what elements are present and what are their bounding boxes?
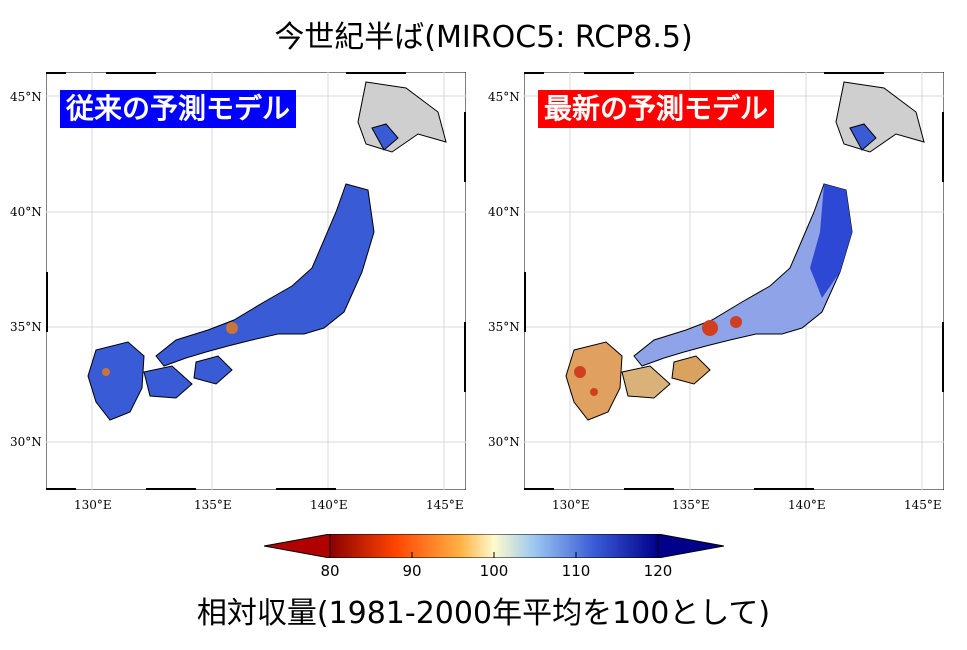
figure-title: 今世紀半ば(MIROC5: RCP8.5) [274, 20, 693, 55]
map-latest [524, 72, 944, 490]
colorbar-tick-110: 110 [561, 562, 591, 580]
lat-label-35n-left: 35°N [10, 320, 42, 334]
panel-label-conventional: 従来の予測モデル [60, 90, 297, 128]
lat-label-45n-right: 45°N [488, 90, 520, 104]
lon-label-140e-right: 140°E [788, 498, 826, 512]
lon-label-135e-right: 135°E [672, 498, 710, 512]
lon-label-130e-right: 130°E [552, 498, 590, 512]
lat-label-45n-left: 45°N [10, 90, 42, 104]
map-conventional [46, 72, 466, 490]
colorbar-high-triangle [657, 534, 724, 558]
lat-label-40n-left: 40°N [10, 205, 42, 219]
lat-label-30n-right: 30°N [488, 435, 520, 449]
map-panel-latest: 最新の予測モデル [524, 72, 944, 490]
lat-label-40n-right: 40°N [488, 205, 520, 219]
lat-label-30n-left: 30°N [10, 435, 42, 449]
lon-label-135e-left: 135°E [194, 498, 232, 512]
lon-label-145e-left: 145°E [426, 498, 464, 512]
colorbar-tick-90: 90 [402, 562, 422, 580]
lat-label-35n-right: 35°N [488, 320, 520, 334]
colorbar-tick-80: 80 [320, 562, 340, 580]
colorbar-tick-100: 100 [479, 562, 509, 580]
panel-label-latest: 最新の予測モデル [538, 90, 775, 128]
lon-label-130e-left: 130°E [74, 498, 112, 512]
colorbar-caption: 相対収量(1981-2000年平均を100として) [196, 596, 771, 631]
colorbar-low-triangle [264, 534, 331, 558]
colorbar [264, 534, 724, 558]
map-panel-conventional: 従来の予測モデル [46, 72, 466, 490]
lon-label-140e-left: 140°E [310, 498, 348, 512]
colorbar-tick-120: 120 [643, 562, 673, 580]
lon-label-145e-right: 145°E [904, 498, 942, 512]
